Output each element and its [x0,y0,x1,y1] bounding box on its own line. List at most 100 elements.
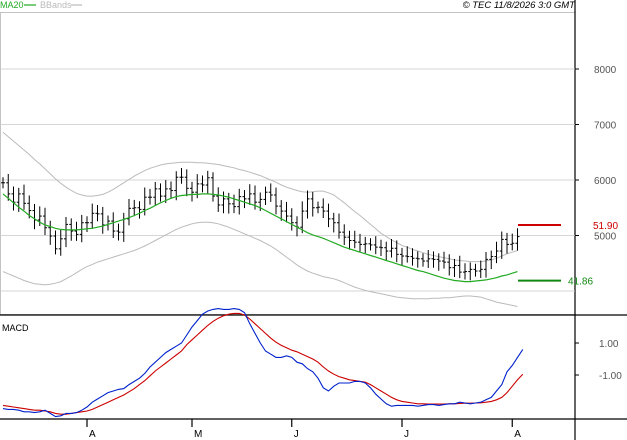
price-bar [127,199,131,226]
price-bar [279,200,284,221]
price-bar [27,195,32,219]
price-bar [468,262,473,281]
price-bar [421,253,425,267]
x-tick-label: J [294,429,299,440]
price-bar [310,191,315,217]
price-bar [237,188,242,215]
price-bar [347,230,352,250]
price-bar [400,247,404,266]
price-bar [442,251,446,269]
y-tick-label: 7000 [594,121,617,132]
price-bar [389,239,394,258]
price-bar [321,198,326,219]
price-bar [247,184,252,205]
price-bar [79,214,84,243]
price-bar [132,199,137,217]
price-bar [489,250,494,270]
price-bar [316,201,320,214]
price-bar [116,223,121,241]
price-bar [405,246,410,263]
macd-panel-title: MACD [2,323,29,333]
price-bar [205,170,210,194]
price-bar [358,233,362,252]
price-bar [179,167,184,184]
bollinger-bands [2,131,518,307]
price-bar [184,169,189,197]
bbands-upper-line [2,131,518,263]
price-bar [384,241,389,261]
macd-y-tick-label: 1.00 [599,339,619,350]
price-bar [300,201,305,234]
price-panel-frame [0,12,576,315]
price-bar [121,212,126,242]
price-bar [379,239,383,257]
price-bar [158,183,163,202]
price-bar [284,201,289,223]
price-bar [153,181,158,206]
y-tick-label: 6000 [594,176,617,187]
price-bar [494,241,499,264]
header-legend: MA20 BBands © TEC 11/8/2026 3:0 GMT [0,0,576,11]
ma20-line [2,193,518,283]
y-tick-label: 8000 [594,65,617,76]
price-bar [11,186,16,211]
x-tick-label: J [404,429,409,440]
price-bar [226,192,231,214]
price-bar [43,207,47,236]
price-bar [331,212,336,233]
bbands-lower-line [2,221,518,307]
ma20-legend-label: MA20 [0,0,24,10]
price-bar [342,224,347,246]
price-bar [232,194,236,214]
price-bar [1,177,5,189]
price-bar [510,233,515,251]
price-bar [64,217,68,248]
price-bar [478,260,483,278]
price-bar [148,188,152,205]
price-bar [74,221,79,241]
price-levels: 51.90 41.86 [518,221,618,288]
price-bar [169,181,173,199]
price-bar [200,175,205,193]
price-bar [22,184,26,210]
axes: 8000 7000 6000 5000 1.00 -1.00 A M J J A [86,65,622,440]
price-bar [274,187,278,215]
price-bar [515,228,520,251]
price-bar [111,212,116,238]
price-bar [6,173,11,201]
price-bar [457,255,462,279]
price-bar [95,204,100,222]
price-bar [463,263,467,280]
price-bar [289,208,294,231]
macd-y-tick-label: -1.00 [599,371,622,382]
price-bar [163,180,168,204]
price-bars [1,167,520,281]
price-bar [452,258,457,277]
x-tick-label: M [194,429,202,440]
price-bar [473,263,478,277]
price-bar [211,172,215,202]
price-bar [484,251,488,278]
price-bar [352,230,357,249]
ma20-path [2,193,518,283]
price-bar [263,186,268,205]
price-bar [337,213,341,239]
resistance-label: 51.90 [593,221,618,232]
bbands-legend-label: BBands [40,0,72,10]
price-bar [368,238,373,251]
price-grid [0,68,575,292]
y-tick-label: 5000 [594,232,617,243]
price-bar [363,236,368,254]
price-bar [58,230,63,256]
price-bar [326,203,331,228]
price-bar [394,240,399,263]
price-bar [426,250,431,268]
price-bar [373,236,378,255]
x-tick-label: A [89,429,96,440]
price-bar [32,204,37,230]
price-bar [190,181,194,202]
price-bar [137,201,142,219]
